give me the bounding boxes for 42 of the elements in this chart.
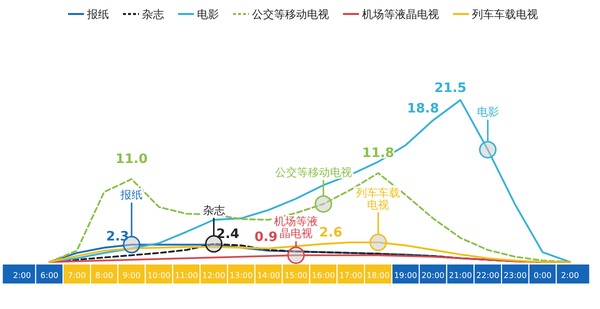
x-tick-label: 23:00 xyxy=(504,271,527,280)
point xyxy=(479,140,497,158)
point xyxy=(287,246,305,264)
x-tick-label: 9:00 xyxy=(122,271,141,280)
data-label: 11.0 xyxy=(116,152,148,168)
data-label: 18.8 xyxy=(406,101,440,116)
legend-label: 机场等液晶电视 xyxy=(362,8,439,21)
legend-label: 公交等移动电视 xyxy=(252,8,329,21)
x-tick-label: 10:00 xyxy=(147,271,171,280)
annotation: 公交等移动电视 xyxy=(274,166,352,179)
annotation: 杂志 xyxy=(202,204,225,217)
annotation: 电影 xyxy=(476,106,499,119)
x-tick-label: 22:00 xyxy=(476,271,500,280)
data-label: 11.8 xyxy=(362,146,394,162)
x-tick-label: 2:00 xyxy=(13,271,31,280)
point xyxy=(314,195,332,213)
x-tick-label: 11:00 xyxy=(174,271,198,280)
data-label: 2.6 xyxy=(319,225,342,240)
data-label: 2.4 xyxy=(216,226,240,242)
x-tick-label: 14:00 xyxy=(257,271,280,280)
annotation: 报纸 xyxy=(120,188,143,202)
x-tick-label: 15:00 xyxy=(284,271,308,280)
legend-label: 电影 xyxy=(197,8,219,21)
x-tick-label: 8:00 xyxy=(95,271,114,280)
legend-label: 列车车载电视 xyxy=(472,8,538,21)
x-tick-label: 13:00 xyxy=(230,271,253,280)
x-tick-label: 6:00 xyxy=(40,271,58,280)
x-tick-label: 21:00 xyxy=(448,271,472,280)
x-tick-label: 0:00 xyxy=(534,271,552,280)
point xyxy=(369,234,387,252)
data-label: 21.5 xyxy=(434,81,466,96)
legend-label: 报纸 xyxy=(86,8,109,21)
x-tick-label: 17:00 xyxy=(339,271,362,280)
x-tick-label: 2:00 xyxy=(561,271,579,280)
x-tick-label: 18:00 xyxy=(366,271,390,280)
x-tick-label: 20:00 xyxy=(421,271,445,280)
x-tick-label: 16:00 xyxy=(312,271,335,280)
x-tick-label: 19:00 xyxy=(394,271,418,280)
annotation: 列车车载电视 xyxy=(356,186,400,212)
x-tick-label: 7:00 xyxy=(68,271,86,280)
legend-label: 杂志 xyxy=(142,8,164,21)
x-tick-label: 12:00 xyxy=(202,271,226,280)
